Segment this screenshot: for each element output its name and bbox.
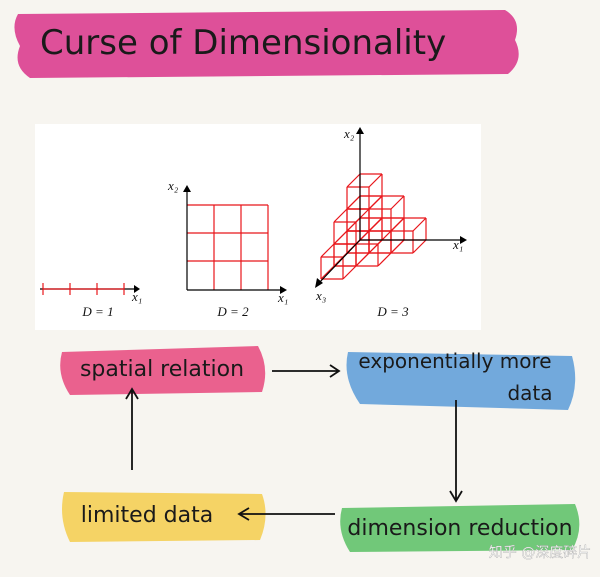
arrow [449, 400, 463, 503]
cube-edge [333, 208, 348, 223]
cube-edge [333, 230, 348, 245]
axis-label: x₁ [452, 237, 463, 252]
cube-edge [377, 252, 392, 267]
panel-label: D = 2 [216, 304, 249, 319]
axis-label: x₁ [131, 289, 142, 304]
ticks [42, 283, 125, 295]
cube-edge [368, 173, 383, 188]
node-brush [340, 504, 580, 552]
cube-edge [346, 195, 361, 210]
node-brush [62, 492, 266, 542]
figure-panel [35, 124, 481, 330]
panel-label: D = 1 [81, 304, 113, 319]
axis-label: x₁ [277, 290, 288, 305]
arrows [125, 364, 463, 521]
cube-edge [368, 217, 383, 232]
cube-edge [377, 230, 392, 245]
cube-edge [412, 217, 427, 232]
node-brush [60, 346, 266, 395]
cube-edge [355, 252, 370, 267]
node-label: exponentially more [358, 349, 551, 373]
cube-edge [320, 265, 335, 280]
node-label: limited data [81, 503, 213, 528]
cube-edge [355, 208, 370, 223]
cube-edge [320, 243, 335, 258]
title-brush [14, 10, 519, 78]
axis-label: x₂ [343, 126, 355, 141]
node-label: spatial relation [80, 357, 244, 382]
node-label: data [507, 381, 552, 405]
arrow [237, 507, 335, 521]
grid-2d [187, 204, 269, 290]
arrow [125, 387, 139, 470]
arrow [272, 364, 341, 378]
axis-label: x₂ [167, 178, 179, 193]
cube-edge [390, 239, 405, 254]
cube-edge [390, 195, 405, 210]
cubes-3d [320, 173, 427, 280]
figure: x₁ D = 1 x₂ x₁ D = 2 x₂ x₁ x₃ D = 3 [40, 126, 467, 319]
axis [317, 239, 361, 285]
cube-edge [342, 265, 357, 280]
cube-edge [346, 173, 361, 188]
cube-edge [368, 195, 383, 210]
watermark: 知乎 @深度碎片 [489, 544, 591, 561]
arrow-head [134, 285, 140, 293]
node-brush [346, 352, 576, 410]
title: Curse of Dimensionality [40, 23, 446, 63]
axis-label: x₃ [315, 288, 326, 303]
cube-edge [412, 239, 427, 254]
node-label: dimension reduction [347, 516, 572, 541]
cube-edge [390, 217, 405, 232]
panel-label: D = 3 [376, 304, 409, 319]
